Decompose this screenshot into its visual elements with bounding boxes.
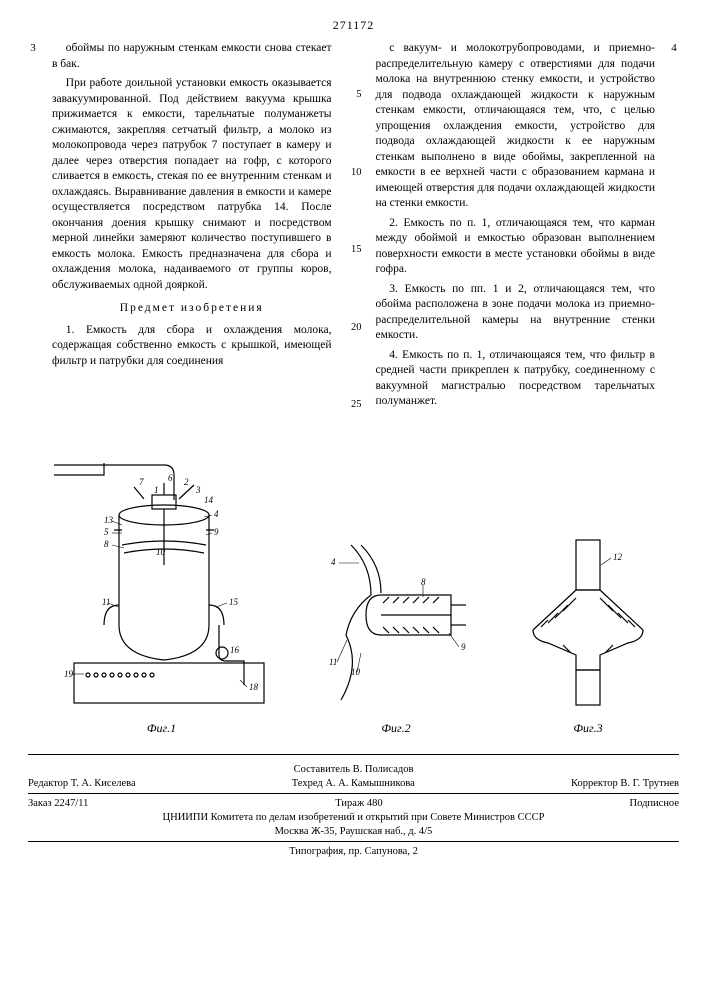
left-p2: При работе доильной установки емкость ок…	[52, 76, 332, 293]
callout: 13	[104, 515, 114, 525]
callout: 4	[214, 509, 219, 519]
callout: 2	[184, 477, 189, 487]
footer-addr: Москва Ж-35, Раушская наб., д. 4/5	[28, 826, 679, 837]
text-columns: 3 обоймы по наружным стенкам емкости сно…	[28, 41, 679, 414]
lineno: 25	[346, 398, 362, 414]
callout: 11	[102, 597, 110, 607]
callout: 16	[230, 645, 240, 655]
patent-number: 271172	[28, 18, 679, 33]
footer-author: Составитель В. Полисадов	[28, 764, 679, 775]
footer-sub: Подписное	[630, 798, 679, 809]
fig3-label: Фиг.3	[573, 721, 602, 735]
lineno: 15	[346, 243, 362, 259]
callout: 12	[613, 552, 623, 562]
line-numbers: 5 10 15 20 25	[346, 41, 362, 414]
fig1-label: Фиг.1	[147, 721, 176, 735]
right-column: с вакуум- и молокотрубопроводами, и прие…	[376, 41, 656, 414]
callout: 15	[229, 597, 239, 607]
callout: 14	[204, 495, 214, 505]
footer-org: ЦНИИПИ Комитета по делам изобретений и о…	[28, 812, 679, 823]
footer: Составитель В. Полисадов Редактор Т. А. …	[28, 754, 679, 857]
callout: 3	[195, 485, 201, 495]
callout: 11	[329, 657, 337, 667]
callout: 18	[249, 682, 259, 692]
callout: 8	[421, 577, 426, 587]
claims-heading: Предмет изобретения	[52, 301, 332, 317]
right-p1: с вакуум- и молокотрубопроводами, и прие…	[376, 41, 656, 212]
left-p1: обоймы по наружным стенкам емкости снова…	[52, 41, 332, 72]
lineno: 5	[346, 88, 362, 104]
callout: 5	[104, 527, 109, 537]
figures-row: 6 2 3 14 7 1 4 13 5 8 9 10 11 15 19 16 1	[28, 436, 679, 736]
figure-3: 12 Фиг.3	[513, 535, 663, 736]
right-p2: 2. Емкость по п. 1, отличающаяся тем, чт…	[376, 216, 656, 278]
callout: 4	[331, 557, 336, 567]
right-p4: 4. Емкость по п. 1, отличающаяся тем, чт…	[376, 348, 656, 410]
page-num-right: 4	[669, 41, 679, 414]
callout: 9	[214, 527, 219, 537]
figure-1: 6 2 3 14 7 1 4 13 5 8 9 10 11 15 19 16 1	[44, 455, 279, 736]
callout: 7	[139, 477, 144, 487]
left-p3: 1. Емкость для сбора и охлаждения молока…	[52, 323, 332, 370]
page-num-left: 3	[28, 41, 38, 414]
footer-order: Заказ 2247/11	[28, 798, 88, 809]
callout: 10	[351, 667, 361, 677]
lineno: 20	[346, 321, 362, 337]
callout: 1	[154, 485, 159, 495]
callout: 6	[168, 473, 173, 483]
lineno: 10	[346, 166, 362, 182]
callout: 8	[104, 539, 109, 549]
right-p3: 3. Емкость по пп. 1 и 2, отличающаяся те…	[376, 282, 656, 344]
figure-2: 4 8 9 11 10 Фиг.2	[311, 535, 481, 736]
callout: 9	[461, 642, 466, 652]
footer-editor: Редактор Т. А. Киселева	[28, 778, 136, 789]
footer-tech: Техред А. А. Камышникова	[292, 778, 415, 789]
fig2-svg: 4 8 9 11 10	[311, 535, 481, 715]
fig1-svg: 6 2 3 14 7 1 4 13 5 8 9 10 11 15 19 16 1	[44, 455, 279, 715]
fig3-svg: 12	[513, 535, 663, 715]
footer-tirage: Тираж 480	[335, 798, 382, 809]
callout: 10	[156, 547, 166, 557]
footer-corrector: Корректор В. Г. Трутнев	[571, 778, 679, 789]
fig2-label: Фиг.2	[381, 721, 410, 735]
left-column: обоймы по наружным стенкам емкости снова…	[52, 41, 332, 414]
footer-print: Типография, пр. Сапунова, 2	[28, 846, 679, 857]
